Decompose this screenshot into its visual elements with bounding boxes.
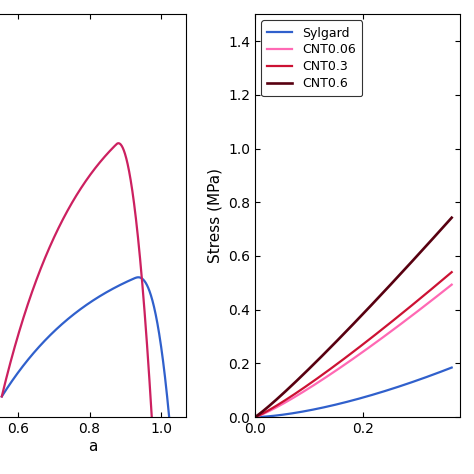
CNT0.06 [413,310,419,315]
CNT0.3 [346,353,351,358]
CNT0.3 [413,299,419,305]
CNT0.6 [358,313,364,319]
CNT0.3 [346,352,352,357]
CNT0.06 [358,350,364,356]
Sylgard [252,414,258,420]
CNT0.06 [369,342,375,348]
CNT0.6 [346,325,352,331]
CNT0.3 [369,335,375,340]
CNT0.6 [252,414,258,420]
Line: CNT0.06: CNT0.06 [255,285,452,417]
CNT0.6 [369,301,375,307]
CNT0.3 [449,269,455,275]
Y-axis label: Stress (MPa): Stress (MPa) [208,168,222,263]
CNT0.06 [449,282,455,288]
CNT0.6 [346,326,351,332]
Sylgard [358,395,364,401]
X-axis label: a: a [89,439,98,454]
CNT0.6 [444,220,450,226]
Sylgard [444,366,450,372]
Line: Sylgard: Sylgard [255,367,452,417]
Line: CNT0.6: CNT0.6 [255,218,452,417]
CNT0.06 [346,359,351,365]
CNT0.06 [444,285,450,291]
Sylgard [413,378,419,383]
Sylgard [346,398,352,404]
CNT0.6 [413,254,419,260]
Line: CNT0.3: CNT0.3 [255,272,452,417]
CNT0.06 [346,358,352,364]
Legend: Sylgard, CNT0.06, CNT0.3, CNT0.6: Sylgard, CNT0.06, CNT0.3, CNT0.6 [261,20,362,96]
Sylgard [449,365,455,370]
CNT0.3 [358,343,364,348]
CNT0.6 [449,215,455,220]
CNT0.06 [252,414,258,420]
Sylgard [369,392,375,398]
Sylgard [346,399,351,404]
CNT0.3 [252,414,258,420]
CNT0.3 [444,273,450,279]
